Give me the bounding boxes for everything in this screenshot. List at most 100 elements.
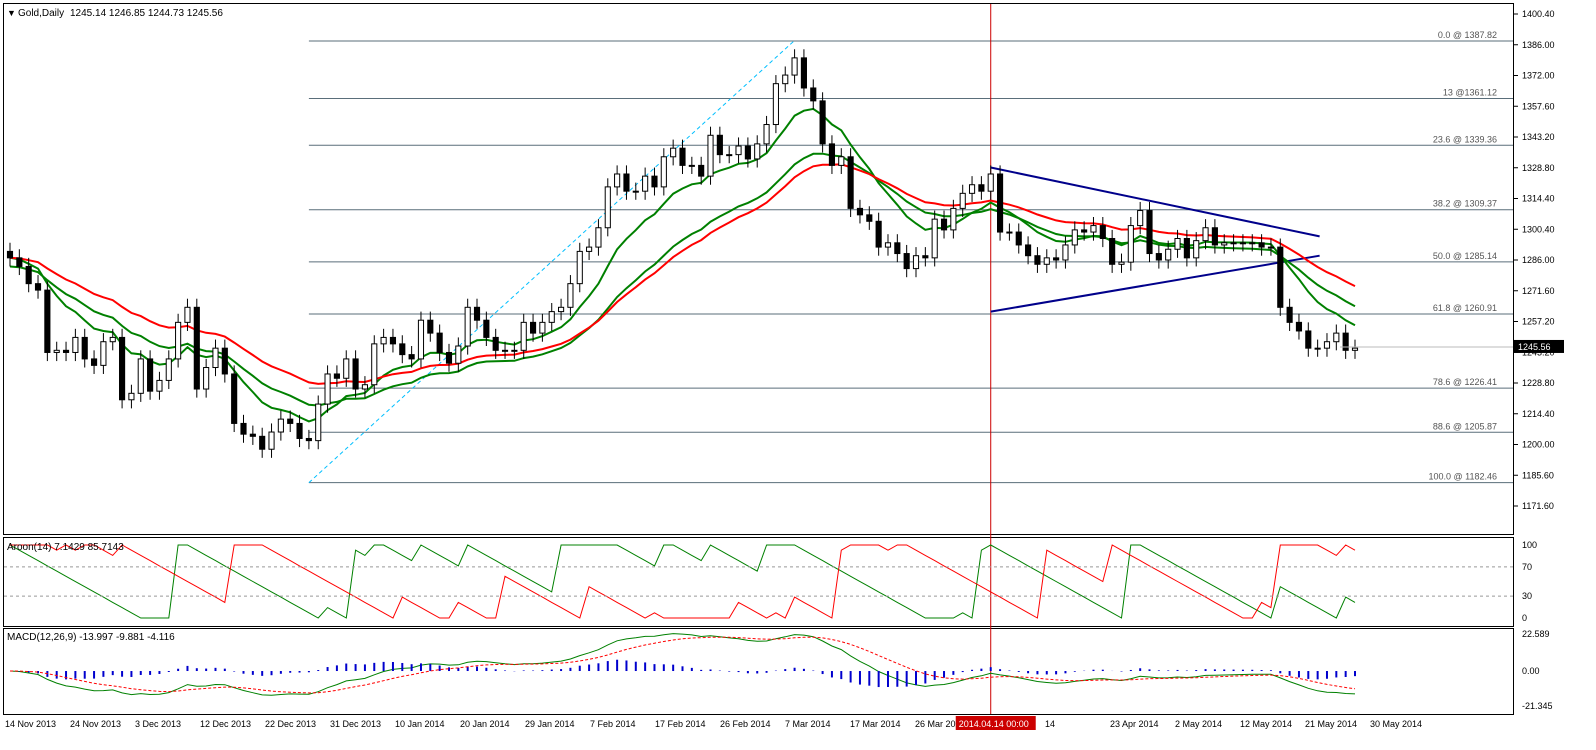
candlestick[interactable] <box>1323 333 1331 357</box>
candlestick[interactable] <box>44 281 51 362</box>
candlestick[interactable] <box>81 328 88 368</box>
candlestick[interactable] <box>137 350 144 402</box>
candlestick[interactable] <box>1118 253 1125 273</box>
candlestick[interactable] <box>698 156 705 185</box>
candlestick[interactable] <box>1081 221 1088 241</box>
candlestick[interactable] <box>147 350 154 400</box>
candlestick[interactable] <box>847 148 854 217</box>
candlestick[interactable] <box>315 395 322 450</box>
candlestick[interactable] <box>810 79 817 110</box>
candlestick[interactable] <box>25 257 32 293</box>
candlestick[interactable] <box>165 350 172 390</box>
candlestick[interactable] <box>1099 216 1106 248</box>
candlestick[interactable] <box>128 384 135 409</box>
candlestick[interactable] <box>109 328 116 351</box>
candlestick[interactable] <box>380 328 387 353</box>
candlestick[interactable] <box>912 247 920 278</box>
candlestick[interactable] <box>352 350 359 398</box>
candlestick[interactable] <box>1006 223 1013 241</box>
candlestick[interactable] <box>1221 234 1228 254</box>
candlestick[interactable] <box>212 339 219 377</box>
candlestick[interactable] <box>763 115 770 153</box>
candlestick[interactable] <box>408 346 415 368</box>
triangle-upper-line[interactable] <box>990 166 1320 238</box>
candlestick[interactable] <box>277 410 284 441</box>
candlestick[interactable] <box>34 275 42 299</box>
candlestick[interactable] <box>464 298 471 355</box>
candlestick[interactable] <box>978 176 985 200</box>
candlestick[interactable] <box>1015 223 1022 254</box>
candlestick[interactable] <box>670 139 677 166</box>
candlestick[interactable] <box>642 167 649 200</box>
candlestick[interactable] <box>361 376 368 398</box>
candlestick[interactable] <box>1053 249 1060 269</box>
candlestick[interactable] <box>875 212 882 256</box>
candlestick[interactable] <box>203 358 210 398</box>
candlestick[interactable] <box>221 339 228 383</box>
candlestick[interactable] <box>903 244 910 278</box>
candlestick[interactable] <box>1211 219 1218 254</box>
candlestick[interactable] <box>520 313 527 359</box>
candlestick[interactable] <box>175 313 182 368</box>
candlestick[interactable] <box>1183 229 1190 267</box>
candlestick[interactable] <box>800 49 807 97</box>
candlestick[interactable] <box>100 333 107 374</box>
candlestick[interactable] <box>1025 236 1032 265</box>
candlestick[interactable] <box>119 328 126 409</box>
candlestick[interactable] <box>688 156 695 174</box>
candlestick[interactable] <box>959 184 966 217</box>
candlestick[interactable] <box>595 219 602 256</box>
candlestick[interactable] <box>1165 240 1172 269</box>
candlestick[interactable] <box>1286 298 1293 331</box>
candlestick[interactable] <box>884 234 892 256</box>
candlestick[interactable] <box>539 313 546 342</box>
candlestick[interactable] <box>576 242 583 293</box>
candlestick[interactable] <box>371 335 378 394</box>
candlestick[interactable] <box>1249 234 1256 252</box>
candlestick[interactable] <box>1305 322 1312 357</box>
candlestick[interactable] <box>586 238 593 260</box>
candlestick[interactable] <box>156 371 163 400</box>
candlestick[interactable] <box>567 275 574 316</box>
candlestick[interactable] <box>240 414 247 443</box>
candlestick[interactable] <box>287 410 294 433</box>
candlestick[interactable] <box>828 135 836 174</box>
candlestick[interactable] <box>1062 236 1069 269</box>
candlestick[interactable] <box>866 206 873 230</box>
candlestick[interactable] <box>819 92 826 153</box>
candlestick[interactable] <box>324 365 331 413</box>
candlestick[interactable] <box>333 365 340 387</box>
candlestick[interactable] <box>931 210 938 267</box>
candlestick[interactable] <box>455 337 462 372</box>
candlestick[interactable] <box>894 234 901 263</box>
candlestick[interactable] <box>1109 229 1116 273</box>
candlestick[interactable] <box>1146 201 1153 263</box>
candlestick[interactable] <box>1314 339 1321 357</box>
candlestick[interactable] <box>1267 238 1275 256</box>
candlestick[interactable] <box>1295 313 1303 340</box>
candlestick[interactable] <box>716 126 723 164</box>
candlestick[interactable] <box>268 423 275 458</box>
candlestick[interactable] <box>6 242 14 267</box>
candlestick[interactable] <box>968 176 976 202</box>
candlestick[interactable] <box>1333 324 1340 351</box>
candlestick[interactable] <box>62 341 70 362</box>
candlestick[interactable] <box>511 341 518 359</box>
chart-menu-arrow-icon[interactable]: ▼ <box>7 8 16 18</box>
candlestick[interactable] <box>1174 229 1181 258</box>
candlestick[interactable] <box>1239 234 1246 252</box>
candlestick[interactable] <box>838 148 845 174</box>
candlestick[interactable] <box>604 178 611 237</box>
candlestick[interactable] <box>1258 234 1265 256</box>
candlestick[interactable] <box>1230 234 1237 252</box>
candlestick[interactable] <box>950 199 957 239</box>
candlestick[interactable] <box>1351 339 1359 359</box>
candlestick[interactable] <box>1071 221 1078 254</box>
candlestick[interactable] <box>782 66 789 93</box>
candlestick[interactable] <box>343 350 350 387</box>
candlestick[interactable] <box>987 165 994 200</box>
candlestick[interactable] <box>660 148 667 196</box>
candlestick[interactable] <box>744 137 751 168</box>
candlestick[interactable] <box>754 135 761 168</box>
